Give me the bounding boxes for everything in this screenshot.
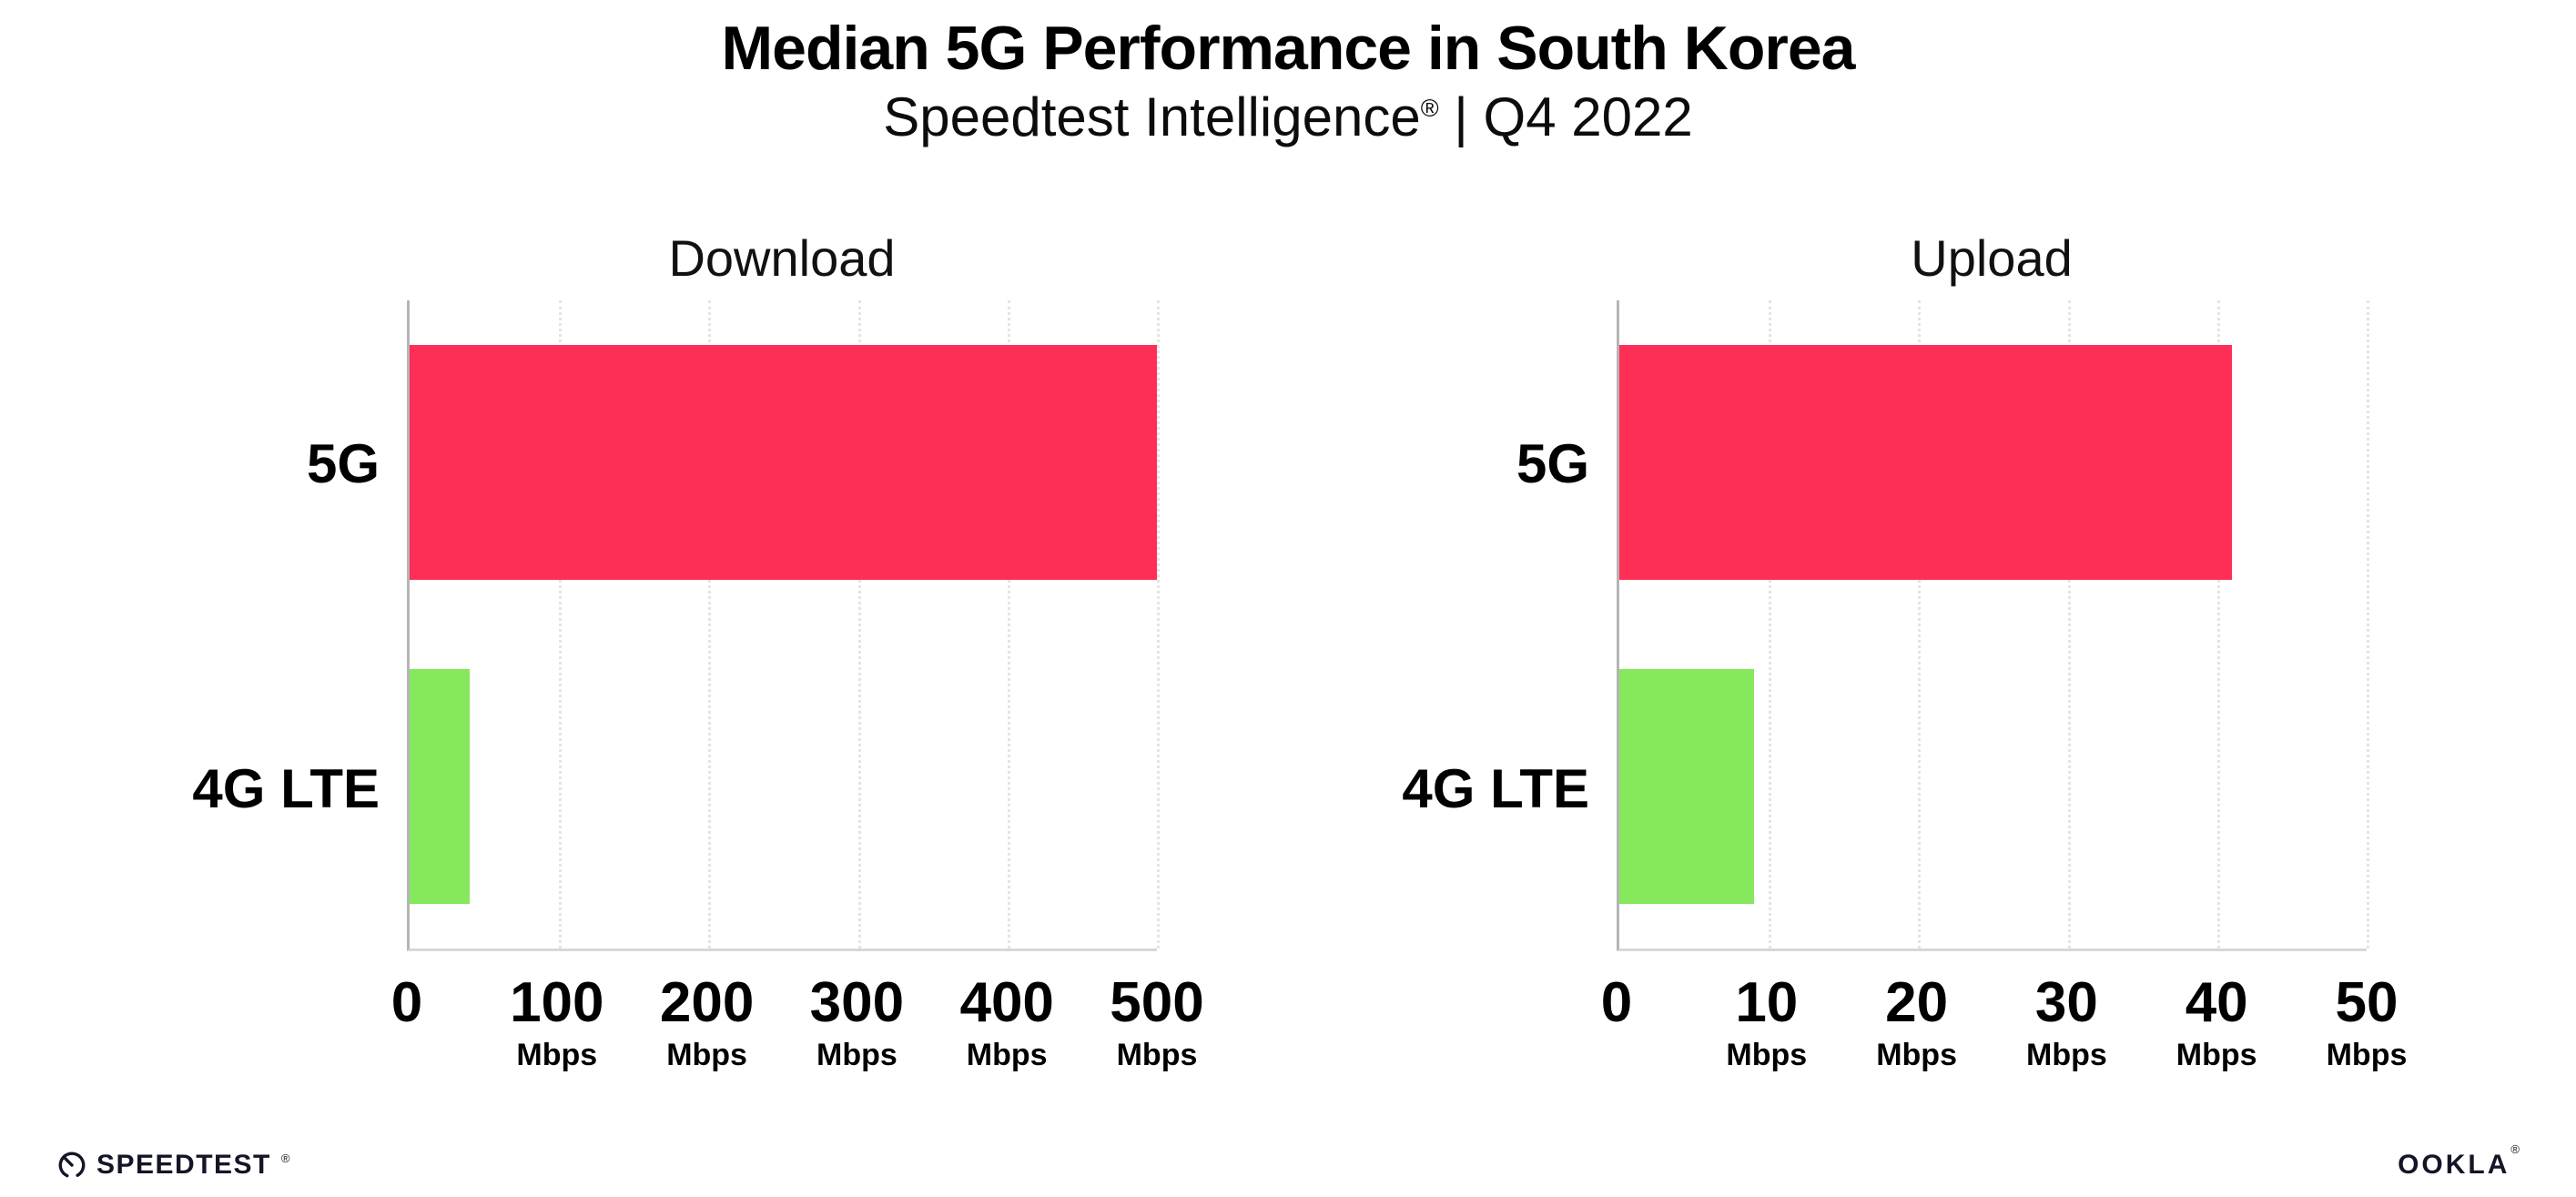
x-axis-upload: 0 10 Mbps 20 Mbps 30 Mbps 40 Mbps 50 Mbps xyxy=(1601,975,2408,1098)
chart-header: Median 5G Performance in South Korea Spe… xyxy=(0,13,2576,147)
category-label-4g-lte: 4G LTE xyxy=(1402,758,1589,820)
tick-value: 500 xyxy=(1110,971,1204,1035)
tick-value: 50 xyxy=(2335,971,2399,1035)
gridline xyxy=(1007,300,1010,949)
category-label-5g: 5G xyxy=(306,432,380,494)
y-axis-labels: 5G 4G LTE xyxy=(170,300,407,951)
gridline xyxy=(1918,300,1922,949)
tick-unit: Mbps xyxy=(2326,1038,2408,1073)
gridline xyxy=(1769,300,1772,949)
x-tick-label: 100 Mbps xyxy=(510,975,603,1072)
x-tick-label: 0 xyxy=(391,975,422,1031)
tick-value: 30 xyxy=(2034,971,2098,1035)
page-title: Median 5G Performance in South Korea xyxy=(721,14,1856,83)
category-label-5g: 5G xyxy=(1516,432,1589,494)
tick-unit: Mbps xyxy=(2175,1038,2257,1073)
tick-unit: Mbps xyxy=(1726,1038,1808,1073)
x-tick-label: 10 Mbps xyxy=(1726,975,1807,1072)
category-label-4g-lte: 4G LTE xyxy=(192,758,380,820)
tick-value: 40 xyxy=(2185,971,2248,1035)
tick-unit: Mbps xyxy=(666,1038,747,1073)
plot-area-upload xyxy=(1617,300,2369,952)
ookla-trademark: ® xyxy=(2510,1142,2520,1156)
x-tick-label: 500 Mbps xyxy=(1110,975,1203,1072)
x-tick-label: 300 Mbps xyxy=(810,975,904,1072)
chart-upload: Upload 5G 4G LTE 0 10 Mbps 20 Mbps 30 Mbps 40 Mb… xyxy=(1380,229,2408,1098)
gridline xyxy=(1157,300,1160,949)
chart-title-download: Download xyxy=(668,229,896,287)
tick-unit: Mbps xyxy=(816,1038,898,1073)
x-tick-label: 200 Mbps xyxy=(660,975,754,1072)
tick-unit: Mbps xyxy=(2026,1038,2107,1073)
subtitle-brand: Speedtest Intelligence xyxy=(883,86,1421,148)
gridline xyxy=(559,300,563,949)
footer: SPEEDTEST ® OOKLA® xyxy=(56,1142,2520,1181)
x-tick-label: 20 Mbps xyxy=(1876,975,1957,1072)
speedtest-wordmark: SPEEDTEST xyxy=(96,1150,271,1180)
ookla-wordmark: OOKLA xyxy=(2398,1150,2510,1180)
chart-download: Download 5G 4G LTE 0 100 Mbps 200 Mbps 300 Mbp… xyxy=(170,229,1204,1098)
gridline xyxy=(2367,300,2369,949)
tick-unit: Mbps xyxy=(1876,1038,1957,1073)
bar-5g xyxy=(1619,345,2233,581)
tick-unit: Mbps xyxy=(966,1038,1048,1073)
gridline xyxy=(857,300,861,949)
tick-value: 0 xyxy=(390,971,423,1035)
ookla-logo: OOKLA® xyxy=(2398,1142,2520,1181)
tick-unit: Mbps xyxy=(516,1038,598,1073)
subtitle-period: | Q4 2022 xyxy=(1454,86,1693,148)
plot-area-download xyxy=(407,300,1160,952)
gridline xyxy=(2067,300,2071,949)
tick-value: 200 xyxy=(659,971,755,1035)
x-tick-label: 40 Mbps xyxy=(2176,975,2257,1072)
page-subtitle: Speedtest Intelligence® | Q4 2022 xyxy=(0,87,2576,147)
bar-5g xyxy=(410,345,1157,581)
bar-row xyxy=(1619,300,2367,624)
x-tick-label: 400 Mbps xyxy=(959,975,1053,1072)
speedtest-logo: SPEEDTEST ® xyxy=(56,1150,289,1181)
tick-value: 400 xyxy=(959,971,1054,1035)
tick-value: 300 xyxy=(809,971,905,1035)
tick-value: 20 xyxy=(1885,971,1949,1035)
x-tick-label: 50 Mbps xyxy=(2327,975,2408,1072)
speedtest-trademark: ® xyxy=(280,1151,290,1165)
bar-row xyxy=(1619,624,2367,948)
tick-value: 0 xyxy=(1600,971,1633,1035)
bar-row xyxy=(410,300,1157,624)
chart-title-upload: Upload xyxy=(1911,229,2073,287)
tick-unit: Mbps xyxy=(1116,1038,1198,1073)
bar-4g-lte xyxy=(1619,669,1754,905)
gridline xyxy=(2216,300,2220,949)
tick-value: 100 xyxy=(510,971,604,1035)
bar-row xyxy=(410,624,1157,948)
x-tick-label: 30 Mbps xyxy=(2026,975,2107,1072)
bar-4g-lte xyxy=(410,669,470,905)
gridline xyxy=(708,300,712,949)
registered-mark: ® xyxy=(1420,95,1439,123)
x-axis-download: 0 100 Mbps 200 Mbps 300 Mbps 400 Mbps 500 Mbps xyxy=(391,975,1204,1098)
x-tick-label: 0 xyxy=(1601,975,1632,1031)
tick-value: 10 xyxy=(1735,971,1799,1035)
y-axis-labels: 5G 4G LTE xyxy=(1380,300,1617,951)
speedtest-gauge-icon xyxy=(56,1150,87,1181)
